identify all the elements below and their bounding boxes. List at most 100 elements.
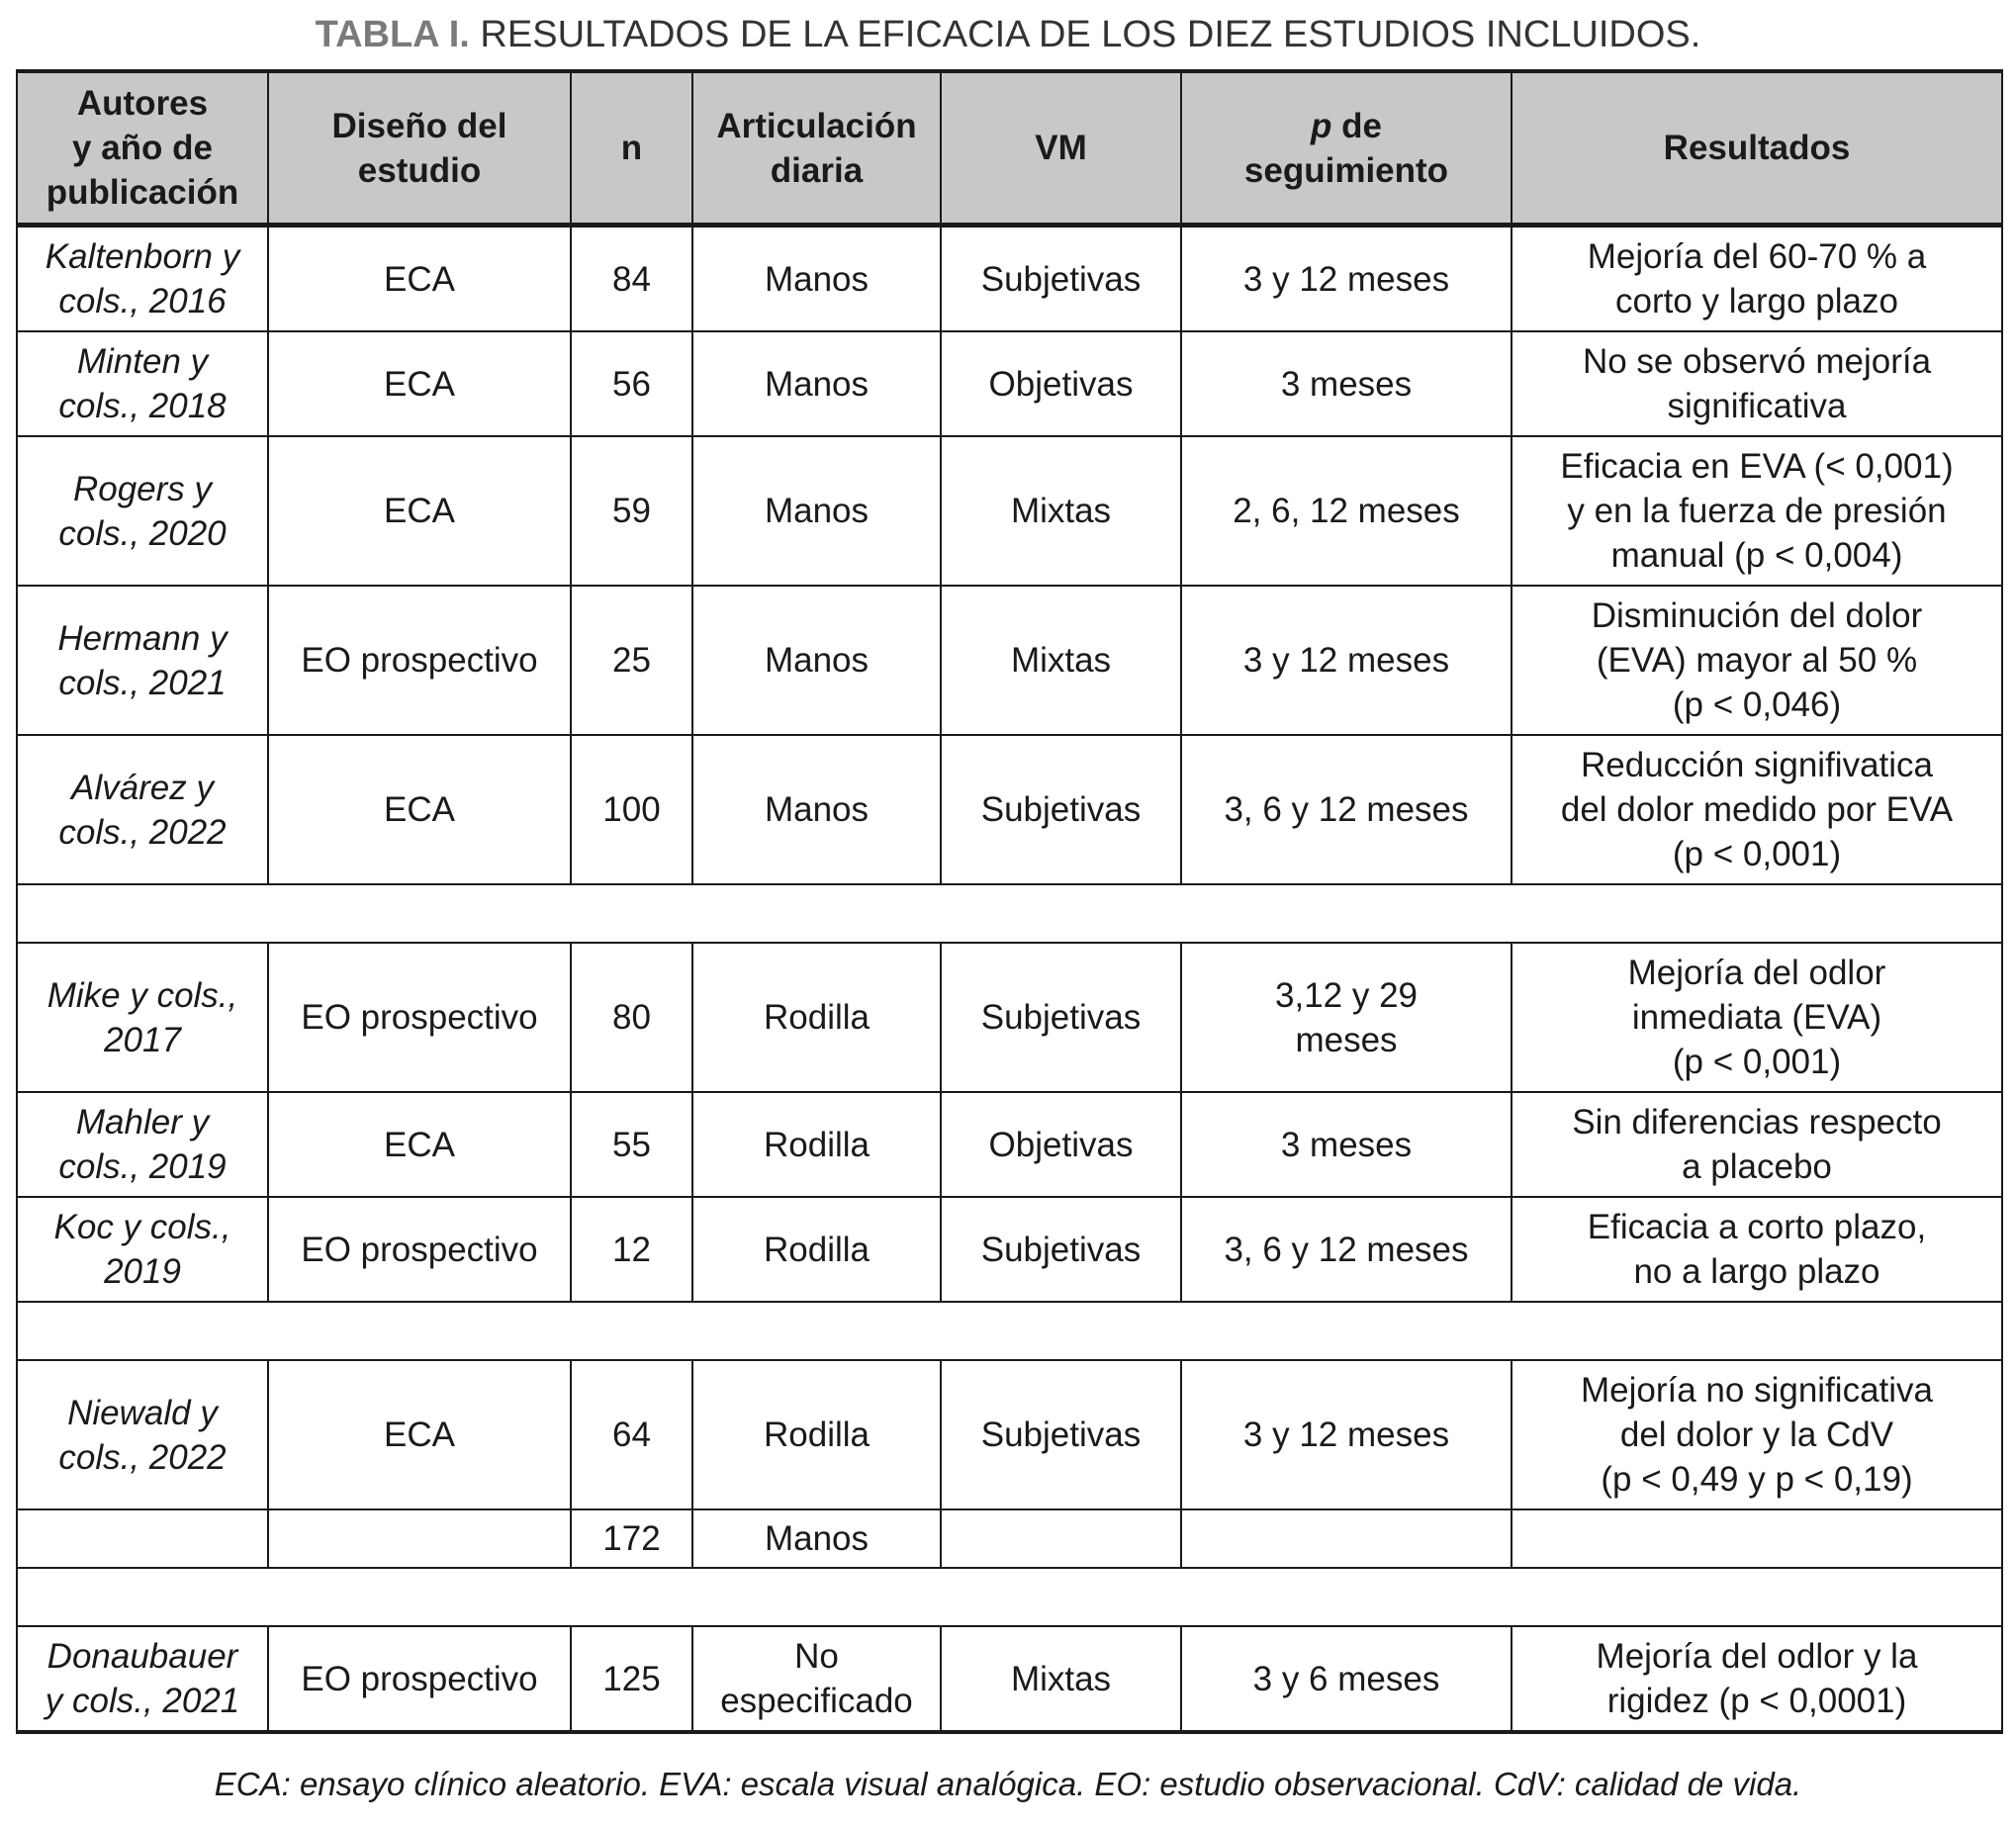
cell-authors: Alvárez y cols., 2022 [16, 734, 269, 885]
cell-text-line: (p < 0,046) [1672, 685, 1842, 724]
cell-joint: Manos [691, 224, 942, 332]
table-row: 172 Manos [16, 1508, 2003, 1569]
cell-text-line: Rodilla [764, 1416, 870, 1454]
table-row: Rogers y cols., 2020 ECA 59 Manos Mixtas 2, 6,… [16, 435, 2003, 587]
cell-text-line: No se observó mejoría [1582, 342, 1932, 381]
cell-design: EO prospectivo [267, 1625, 572, 1733]
cell-text-line: Minten y [76, 342, 209, 381]
cell-text-line: 2, 6, 12 meses [1233, 492, 1460, 530]
cell-results [1511, 1508, 2003, 1569]
cell-n: 125 [570, 1625, 693, 1733]
cell-text-line: 59 [612, 492, 651, 530]
cell-n: 64 [570, 1359, 693, 1510]
header-row: Autores y año de publicación Diseño del estu… [16, 70, 2003, 227]
cell-authors: Mahler y cols., 2019 [16, 1091, 269, 1198]
cell-text-line: (p < 0,49 y p < 0,19) [1601, 1460, 1913, 1499]
cell-text-line: EO prospectivo [301, 1659, 538, 1698]
cell-text-line: publicación [46, 173, 239, 212]
table-row: Alvárez y cols., 2022 ECA 100 Manos Subjetiva… [16, 734, 2003, 885]
cell-text-line: 3 y 6 meses [1252, 1659, 1440, 1698]
separator-cell [16, 1567, 2003, 1627]
cell-joint: Manos [691, 435, 942, 587]
cell-followup: 3, 6 y 12 meses [1180, 1196, 1512, 1303]
cell-joint: Rodilla [691, 1196, 942, 1303]
cell-design: EO prospectivo [267, 585, 572, 736]
cell-text-line: 64 [612, 1416, 651, 1454]
cell-text-line: Reducción signifivatica [1580, 746, 1933, 784]
cell-vm: Mixtas [940, 585, 1182, 736]
cell-design: ECA [267, 734, 572, 885]
cell-text-line: del dolor y la CdV [1619, 1416, 1894, 1454]
cell-text-line: Objetivas [988, 1125, 1134, 1164]
cell-results: Disminución del dolor (EVA) mayor al 50 %… [1511, 585, 2003, 736]
cell-text-line: Koc y cols., [53, 1208, 231, 1246]
cell-text-line: 172 [602, 1519, 661, 1558]
cell-text-line: Rodilla [764, 998, 870, 1037]
cell-authors: Kaltenborn y cols., 2016 [16, 224, 269, 332]
cell-followup: 3 y 12 meses [1180, 585, 1512, 736]
header-design: Diseño del estudio [267, 70, 572, 227]
cell-vm: Objetivas [940, 330, 1182, 437]
separator-row [16, 883, 2003, 944]
cell-text-line: 3 y 12 meses [1242, 641, 1450, 680]
cell-n: 84 [570, 224, 693, 332]
cell-text-line: VM [1035, 129, 1087, 167]
cell-authors: Hermann y cols., 2021 [16, 585, 269, 736]
header-authors: Autores y año de publicación [16, 70, 269, 227]
cell-n: 56 [570, 330, 693, 437]
cell-text-line: cols., 2022 [58, 1437, 227, 1477]
cell-text-line: cols., 2019 [58, 1147, 227, 1186]
cell-text-line: Diseño del [331, 106, 507, 145]
cell-results: Eficacia en EVA (< 0,001) y en la fuerza … [1511, 435, 2003, 587]
cell-vm: Subjetivas [940, 734, 1182, 885]
cell-text-line: especificado [720, 1682, 913, 1720]
cell-text-line: ECA [384, 492, 455, 530]
cell-text-line: No [794, 1637, 839, 1676]
cell-followup: 3 meses [1180, 330, 1512, 437]
cell-joint: Rodilla [691, 1359, 942, 1510]
cell-text-line: inmediata (EVA) [1631, 998, 1882, 1037]
cell-authors: Niewald y cols., 2022 [16, 1359, 269, 1510]
cell-results: Mejoría del odlor inmediata (EVA) (p < 0,0… [1511, 942, 2003, 1093]
cell-text-line: 3,12 y 29 [1275, 975, 1418, 1015]
cell-text-line: y cols., 2021 [45, 1682, 240, 1720]
cell-text-line: Manos [764, 364, 870, 404]
cell-vm [940, 1508, 1182, 1569]
cell-n: 12 [570, 1196, 693, 1303]
cell-text-line: Rogers y [72, 469, 213, 508]
cell-text-line: Rodilla [764, 1230, 870, 1269]
cell-text-line: Hermann y [57, 618, 228, 658]
cell-text-line: diaria [770, 150, 864, 190]
cell-n: 80 [570, 942, 693, 1093]
cell-text-line: cols., 2022 [58, 812, 227, 852]
cell-text-line: Mejoría del odlor [1627, 954, 1886, 992]
cell-text-line: Manos [764, 641, 870, 680]
table-row: Donaubauer y cols., 2021 EO prospectivo 125… [16, 1625, 2003, 1733]
cell-text-line: Alvárez y [71, 768, 214, 807]
cell-text-line: 84 [612, 259, 651, 299]
cell-text-line: Donaubauer [46, 1637, 238, 1676]
cell-text-line: EO prospectivo [301, 1230, 538, 1269]
cell-authors: Koc y cols., 2019 [16, 1196, 269, 1303]
footnote: ECA: ensayo clínico aleatorio. EVA: esca… [214, 1766, 1802, 1802]
cell-text-line: Subjetivas [980, 1416, 1142, 1454]
cell-followup: 3, 6 y 12 meses [1180, 734, 1512, 885]
cell-authors: Donaubauer y cols., 2021 [16, 1625, 269, 1733]
cell-text-line: EO prospectivo [301, 998, 538, 1037]
table-row: Hermann y cols., 2021 EO prospectivo 25 Mano… [16, 585, 2003, 736]
cell-authors [16, 1508, 269, 1569]
cell-n: 100 [570, 734, 693, 885]
cell-text-line: 3, 6 y 12 meses [1224, 790, 1469, 829]
cell-text-line: y en la fuerza de presión [1567, 492, 1947, 530]
cell-text-line: Manos [764, 790, 870, 829]
cell-text-line: 3 meses [1280, 1125, 1413, 1164]
separator-row [16, 1567, 2003, 1627]
cell-text-line: ECA [384, 259, 455, 299]
cell-text-line: 125 [602, 1659, 661, 1698]
cell-text-line: Mejoría del 60-70 % a [1587, 237, 1927, 276]
cell-design: ECA [267, 1359, 572, 1510]
cell-followup: 3,12 y 29 meses [1180, 942, 1512, 1093]
cell-text-line: Niewald y [67, 1393, 218, 1432]
cell-text-line: Mixtas [1010, 1659, 1112, 1698]
cell-authors: Rogers y cols., 2020 [16, 435, 269, 587]
